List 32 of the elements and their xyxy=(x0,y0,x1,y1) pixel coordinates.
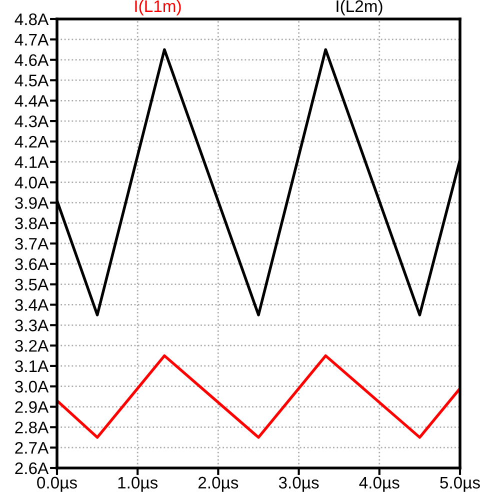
text: I(L1m) xyxy=(135,0,181,16)
y-tick-label: 4.3A xyxy=(14,115,49,128)
y-tick-label: 4.8A xyxy=(14,13,49,26)
y-tick-label: 3.8A xyxy=(15,217,49,230)
y-tick-label: 3.2A xyxy=(15,340,49,352)
y-tick-label: 3.5A xyxy=(15,278,49,291)
x-tick-label: 2.0µs xyxy=(198,476,238,492)
y-tick-label: 2.9A xyxy=(15,401,49,413)
y-tick-label: 4.7A xyxy=(14,34,49,46)
y-tick-label: 3.0A xyxy=(15,380,49,393)
x-tick-label: 5.0µs xyxy=(440,476,480,492)
y-tick-label: 2.8A xyxy=(15,422,49,434)
y-tick-label: 4.6A xyxy=(14,54,49,66)
y-tick-label: 3.4A xyxy=(15,299,49,311)
y-tick-label: 4.0A xyxy=(14,176,49,188)
y-tick-label: 4.1A xyxy=(14,156,49,168)
x-tick-label: 0.0µs xyxy=(37,476,77,492)
y-tick-label: 2.6A xyxy=(15,462,49,474)
x-tick-label: 3.0µs xyxy=(278,476,319,492)
line-series xyxy=(57,354,460,439)
y-tick-label: 2.7A xyxy=(15,442,49,454)
x-tick-label: 1.0µs xyxy=(118,476,158,492)
y-tick-label: 3.6A xyxy=(15,258,49,270)
y-tick-label: 3.1A xyxy=(15,360,49,372)
y-tick-label: 3.3A xyxy=(15,320,49,332)
x-tick-label: 4.0µs xyxy=(359,476,400,492)
y-tick-label: 4.5A xyxy=(14,74,49,86)
y-tick-label: 3.7A xyxy=(15,238,49,250)
y-tick-label: 3.9A xyxy=(15,197,49,209)
y-tick-label: 4.4A xyxy=(14,95,49,107)
y-tick-label: 4.2A xyxy=(14,136,49,148)
text: I(L2m) xyxy=(336,0,382,16)
